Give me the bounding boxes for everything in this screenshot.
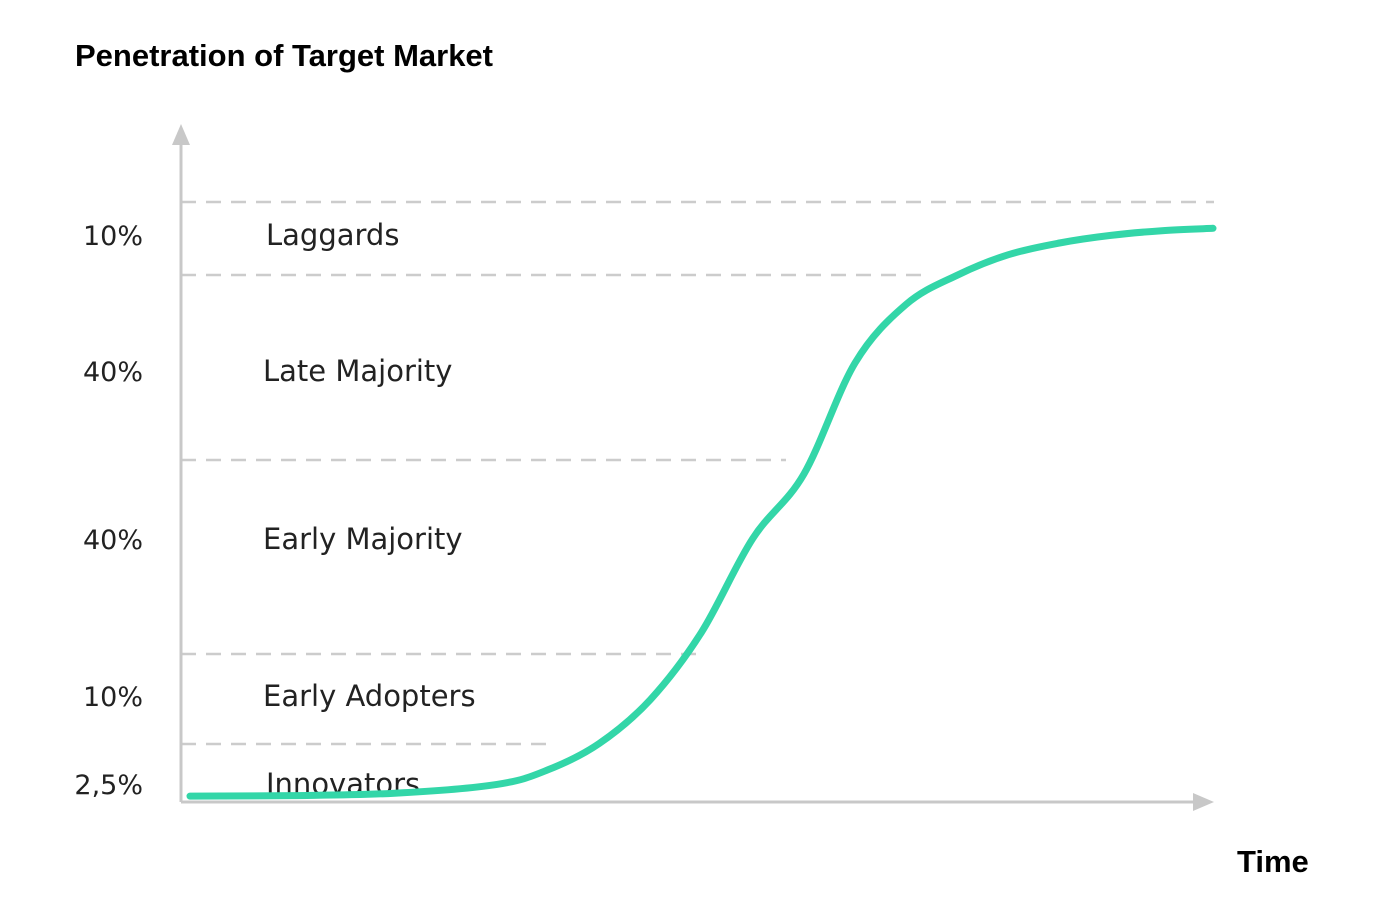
segment-label: Early Adopters	[263, 679, 476, 713]
axes	[172, 124, 1214, 811]
segment-percent-label: 2,5%	[74, 770, 143, 801]
segment-percent-label: 40%	[83, 525, 143, 556]
segment-percent-label: 10%	[83, 221, 143, 252]
percent-labels: 2,5% 10% 40% 40% 10%	[74, 221, 143, 801]
segment-percent-label: 10%	[83, 682, 143, 713]
y-axis-arrow	[172, 124, 190, 145]
segment-label: Early Majority	[263, 522, 463, 556]
chart-title: Penetration of Target Market	[75, 38, 493, 73]
segment-percent-label: 40%	[83, 357, 143, 388]
adoption-curve	[186, 224, 1217, 800]
x-axis-arrow	[1193, 793, 1214, 811]
segment-label: Late Majority	[263, 354, 452, 388]
segment-label: Laggards	[266, 218, 399, 252]
segment-dividers	[181, 200, 1214, 746]
x-axis-label: Time	[1237, 844, 1309, 879]
